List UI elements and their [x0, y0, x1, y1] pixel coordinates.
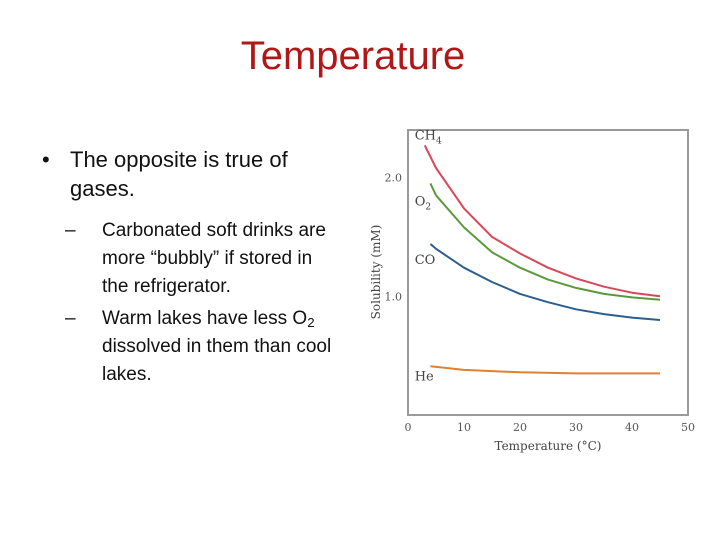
y-tick-label: 1.0 — [385, 290, 403, 303]
sub-bullet-dash: – — [65, 308, 76, 329]
series-label-main: He — [415, 369, 434, 384]
series-line-co — [429, 243, 661, 321]
series-label-o2: O2 — [415, 194, 431, 212]
bullet-list: • The opposite is true of gases. – Carbo… — [40, 145, 340, 393]
bullet-main-text: The opposite is true of gases. — [70, 147, 288, 201]
x-tick-label: 30 — [569, 421, 583, 434]
x-tick-label: 50 — [681, 421, 695, 434]
series-line-ch4 — [423, 144, 661, 298]
series-line-he — [430, 365, 660, 375]
sub-bullet-2-pre: Warm lakes have less O — [102, 308, 308, 329]
series-label-main: CH — [415, 128, 436, 143]
y-tick-label: 2.0 — [385, 172, 403, 185]
x-axis-label: Temperature (°C) — [495, 439, 602, 453]
x-tick-label: 20 — [513, 421, 527, 434]
series-label-main: O — [415, 194, 426, 209]
series-label-subscript: 4 — [436, 136, 442, 146]
slide-title: Temperature — [240, 34, 466, 78]
o2-subscript: 2 — [307, 315, 315, 330]
series-labels: CH4 O2 CO He — [415, 128, 442, 384]
solubility-chart: Solubility (mM) Temperature (°C) 0 10 20 30… — [360, 120, 700, 460]
sub-bullet-2-post: dissolved in them than cool lakes. — [102, 336, 332, 385]
sub-bullet-dash: – — [65, 220, 76, 241]
series-lines — [423, 144, 661, 375]
bullet-dot: • — [42, 147, 50, 172]
x-tick-label: 40 — [625, 421, 639, 434]
y-axis-label: Solubility (mM) — [369, 225, 383, 320]
bullet-main: • The opposite is true of gases. — [40, 145, 340, 203]
plot-frame — [407, 129, 689, 416]
sub-bullet-list: – Carbonated soft drinks are more “bubbl… — [65, 217, 340, 389]
series-label-subscript: 2 — [425, 202, 431, 212]
series-label-he: He — [415, 369, 434, 384]
series-label-ch4: CH4 — [415, 128, 442, 146]
series-line-o2 — [429, 182, 661, 301]
x-tick-label: 0 — [405, 421, 412, 434]
chart-svg: Solubility (mM) Temperature (°C) 0 10 20 30… — [369, 128, 696, 453]
sub-bullet-2: – Warm lakes have less O2 dissolved in t… — [65, 305, 340, 389]
series-label-main: CO — [415, 253, 436, 268]
sub-bullet-1-text: Carbonated soft drinks are more “bubbly”… — [102, 220, 326, 297]
sub-bullet-2-text: Warm lakes have less O2 dissolved in the… — [102, 308, 331, 385]
series-label-co: CO — [415, 253, 436, 268]
sub-bullet-1: – Carbonated soft drinks are more “bubbl… — [65, 217, 340, 301]
x-tick-label: 10 — [457, 421, 471, 434]
axis-ticks: 0 10 20 30 40 50 1.0 2.0 — [385, 172, 696, 435]
